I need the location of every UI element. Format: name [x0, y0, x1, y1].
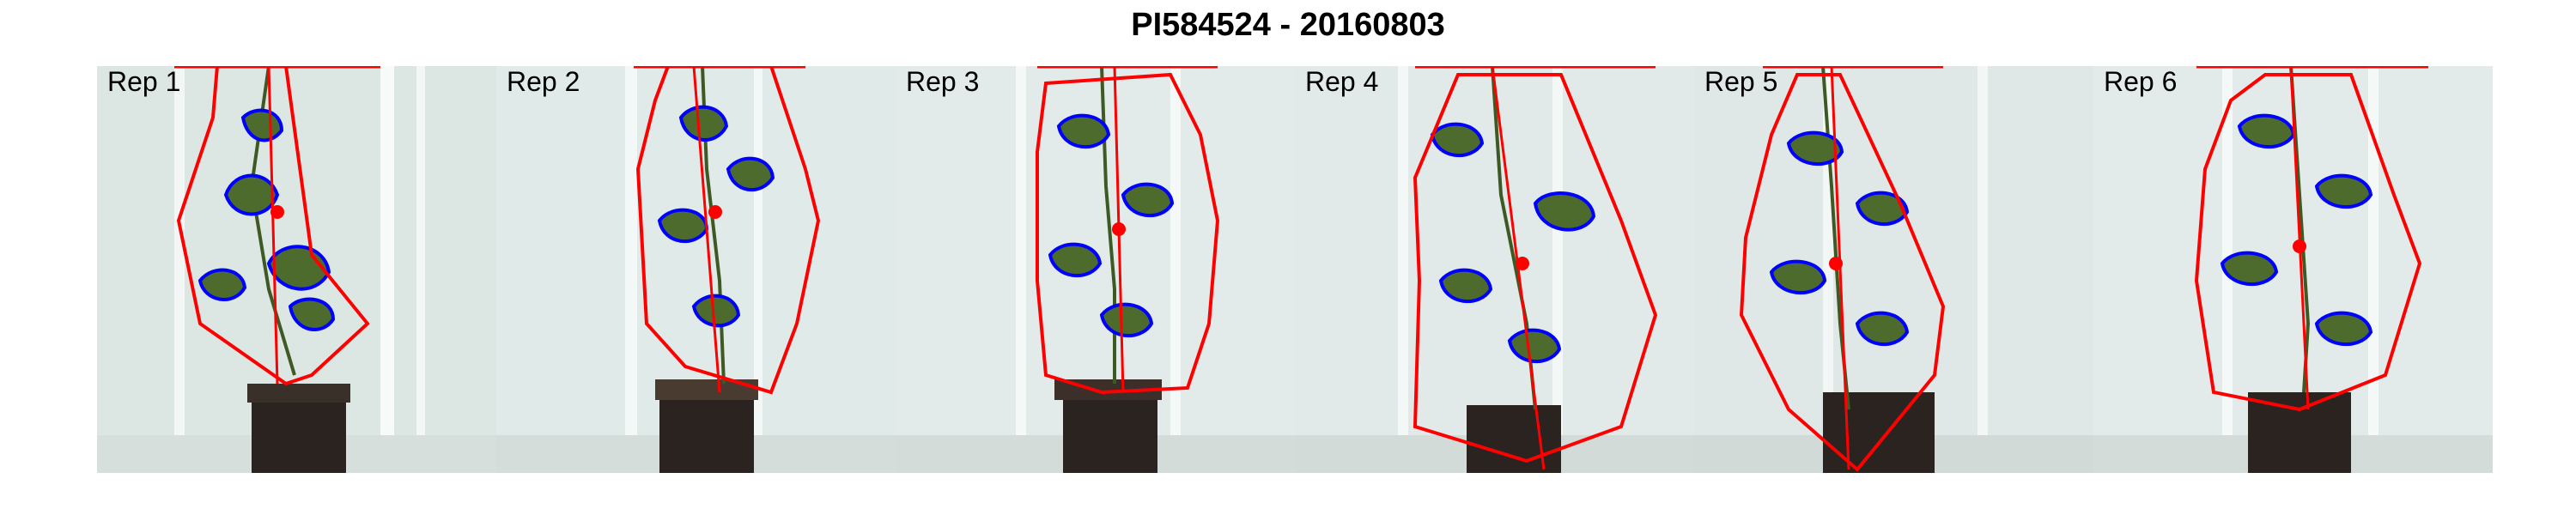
panel-rep-6: Rep 6: [2093, 66, 2493, 473]
panel-label-rep-2: Rep 2: [507, 66, 580, 97]
image-strip: Rep 1 Rep 2: [97, 66, 2493, 473]
panel-label-rep-6: Rep 6: [2104, 66, 2178, 97]
panel-label-rep-5: Rep 5: [1704, 66, 1778, 97]
plant-image-rep-4: [1295, 66, 1694, 473]
panel-label-rep-4: Rep 4: [1305, 66, 1379, 97]
panel-rep-2: Rep 2: [496, 66, 896, 473]
panel-rep-1: Rep 1: [97, 66, 496, 473]
plant-image-rep-1: [97, 66, 496, 473]
figure-title: PI584524 - 20160803: [1131, 7, 1445, 43]
plant-image-rep-2: [496, 66, 896, 473]
plant-image-rep-6: [2093, 66, 2493, 473]
plant-image-rep-5: [1694, 66, 2093, 473]
panel-label-rep-3: Rep 3: [906, 66, 980, 97]
panel-rep-5: Rep 5: [1694, 66, 2093, 473]
panel-rep-3: Rep 3: [896, 66, 1295, 473]
panel-rep-4: Rep 4: [1295, 66, 1694, 473]
plant-image-rep-3: [896, 66, 1295, 473]
panel-label-rep-1: Rep 1: [107, 66, 181, 97]
